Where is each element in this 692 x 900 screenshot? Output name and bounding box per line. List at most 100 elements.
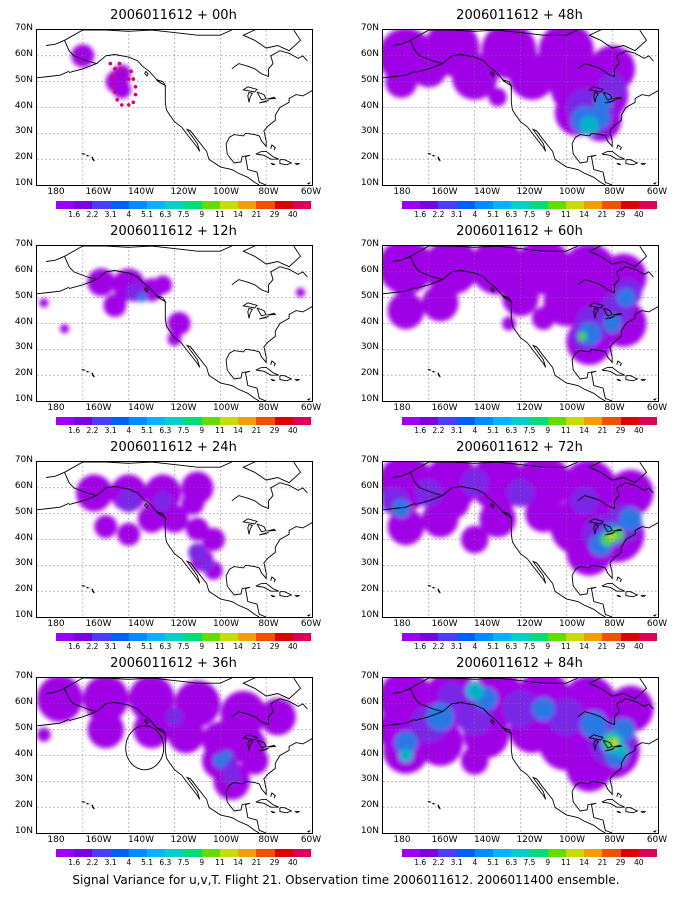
coastline xyxy=(602,523,613,533)
y-tick-label: 60N xyxy=(14,264,33,275)
coastline xyxy=(602,91,613,101)
coastline xyxy=(588,518,604,525)
observation-point xyxy=(131,100,136,105)
colorbar-swatch xyxy=(456,849,475,857)
colorbar-label: 6.3 xyxy=(159,642,172,651)
x-tick-label: 80W xyxy=(604,835,625,845)
variance-contour xyxy=(608,533,616,541)
variance-contour xyxy=(181,491,205,515)
coastline xyxy=(270,810,276,814)
colorbar-label: 6.3 xyxy=(505,426,518,435)
x-tick-label: 60W xyxy=(646,619,668,629)
coastline xyxy=(613,312,623,316)
x-tick-label: 120W xyxy=(170,835,197,845)
colorbar xyxy=(402,201,658,209)
colorbar-swatch xyxy=(438,849,457,857)
variance-contour xyxy=(222,750,232,761)
x-tick-label: 120W xyxy=(516,403,543,413)
map-plot-area xyxy=(36,461,313,618)
coastline xyxy=(46,471,65,478)
coastline xyxy=(256,91,267,101)
colorbar-swatch xyxy=(219,633,239,641)
y-tick-label: 50N xyxy=(14,506,33,517)
x-tick-label: 80W xyxy=(258,835,279,845)
colorbar-label: 5.1 xyxy=(141,858,154,867)
colorbar-swatch xyxy=(292,633,312,641)
coastline xyxy=(616,360,622,367)
colorbar-swatch xyxy=(584,201,603,209)
colorbar-swatch xyxy=(493,417,512,425)
coastline xyxy=(410,246,578,257)
variance-contour xyxy=(502,316,516,331)
colorbar-label: 3.1 xyxy=(104,426,117,435)
colorbar-label: 2.2 xyxy=(86,426,99,435)
y-tick-label: 50N xyxy=(360,74,379,85)
colorbar-swatch xyxy=(256,417,275,425)
colorbar-label: 9 xyxy=(199,426,205,435)
colorbar-swatch xyxy=(128,417,148,425)
colorbar-label: 4 xyxy=(126,426,132,435)
x-tick-label: 60W xyxy=(300,187,322,197)
variance-contour xyxy=(426,702,455,731)
colorbar-swatch xyxy=(547,201,566,209)
coastline xyxy=(613,96,623,100)
x-tick-label: 180 xyxy=(393,619,411,629)
observation-point xyxy=(133,85,138,89)
variance-contour xyxy=(422,284,459,322)
x-tick-label: 100W xyxy=(558,835,586,845)
coastline xyxy=(225,522,312,617)
x-tick-label: 60W xyxy=(300,619,322,629)
colorbar-swatch xyxy=(201,633,220,641)
coastline xyxy=(270,162,276,166)
x-tick-label: 100W xyxy=(212,403,240,413)
coastline xyxy=(410,256,445,290)
x-tick-label: 80W xyxy=(258,187,279,197)
coastline xyxy=(256,739,267,749)
y-tick-label: 30N xyxy=(360,126,379,137)
colorbar-label: 1.6 xyxy=(414,858,427,867)
variance-contour xyxy=(153,275,173,295)
y-tick-label: 50N xyxy=(360,722,379,733)
coastline xyxy=(279,375,293,382)
colorbar-swatch xyxy=(201,201,220,209)
coastline xyxy=(501,79,513,87)
colorbar-swatch xyxy=(529,633,548,641)
coastline xyxy=(86,586,90,589)
colorbar-label: 3.1 xyxy=(450,210,463,219)
y-tick-label: 70N xyxy=(360,23,379,33)
coastline xyxy=(490,719,495,725)
colorbar-label: 29 xyxy=(269,210,280,219)
colorbar-label: 6.3 xyxy=(159,426,172,435)
coastline xyxy=(653,182,657,185)
colorbar-label: 3.1 xyxy=(104,642,117,651)
y-tick-label: 10N xyxy=(360,610,379,620)
coastline xyxy=(294,378,301,381)
variance-contour xyxy=(619,507,642,531)
x-tick-label: 160W xyxy=(431,619,458,629)
variance-contour xyxy=(531,306,555,330)
colorbar-swatch xyxy=(274,201,293,209)
coastline xyxy=(640,810,647,813)
colorbar-label: 9 xyxy=(545,642,551,651)
colorbar-swatch xyxy=(110,417,129,425)
observation-point xyxy=(110,74,115,79)
coastline xyxy=(427,369,432,371)
coastline xyxy=(442,702,606,833)
y-tick-label: 30N xyxy=(14,774,33,785)
coastline xyxy=(410,688,445,722)
y-tick-label: 20N xyxy=(360,368,379,379)
colorbar-label: 40 xyxy=(634,642,644,651)
variance-contour xyxy=(580,710,608,739)
coastline xyxy=(501,295,513,303)
colorbar-swatch xyxy=(165,633,184,641)
variance-contour xyxy=(611,739,618,747)
colorbar-label: 11 xyxy=(215,426,225,435)
coastline xyxy=(86,154,90,157)
coastline xyxy=(256,307,267,317)
coastline xyxy=(653,830,657,833)
observation-point xyxy=(108,61,113,66)
colorbar-label: 7.5 xyxy=(177,858,190,867)
variance-contour xyxy=(394,731,418,755)
colorbar xyxy=(402,417,658,425)
colorbar-swatch xyxy=(201,417,220,425)
